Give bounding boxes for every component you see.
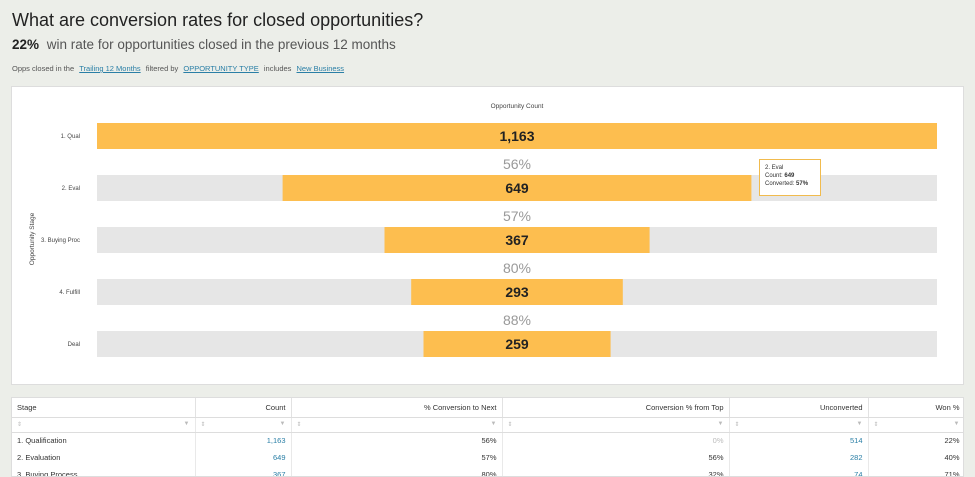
- stage-tick-label: 3. Buying Proc: [41, 238, 80, 244]
- win-rate: 22%: [12, 37, 40, 52]
- cell-stage: 2. Evaluation: [12, 449, 196, 466]
- funnel-bar: [423, 331, 611, 357]
- conversion-table: Stage Count % Conversion to Next Convers…: [12, 398, 963, 476]
- col-header-count[interactable]: Count: [195, 398, 292, 418]
- conversion-label: 88%: [503, 312, 531, 328]
- filter-bar: Opps closed in the Trailing 12 Months fi…: [12, 64, 347, 73]
- subtitle-text: win rate for opportunities closed in the…: [46, 37, 396, 52]
- filter-icon[interactable]: ▼: [856, 421, 863, 427]
- col-header-unconverted[interactable]: Unconverted: [729, 398, 869, 418]
- filter-cell[interactable]: ⇕ ▼: [502, 417, 730, 433]
- filter-cell[interactable]: ⇕ ▼: [195, 417, 292, 433]
- conversion-label: 56%: [503, 156, 531, 172]
- col-header-stage[interactable]: Stage: [12, 398, 196, 418]
- filter-icon[interactable]: ▼: [183, 421, 190, 427]
- filter-cell[interactable]: ⇕ ▼: [868, 417, 963, 433]
- cell-conversion-next: 57%: [291, 449, 503, 466]
- includes-text: includes: [263, 64, 292, 73]
- cell-count-link[interactable]: 1,163: [195, 432, 292, 449]
- filter-cell[interactable]: ⇕ ▼: [12, 417, 196, 433]
- field-filter-link[interactable]: OPPORTUNITY TYPE: [183, 64, 259, 73]
- cell-conversion-next: 56%: [291, 432, 503, 449]
- page-subtitle: 22% win rate for opportunities closed in…: [12, 37, 396, 52]
- cell-unconverted-link[interactable]: 74: [729, 466, 869, 476]
- table-filter-row: ⇕ ▼ ⇕ ▼ ⇕ ▼ ⇕ ▼ ⇕ ▼ ⇕ ▼: [12, 417, 963, 433]
- table-row: 1. Qualification 1,163 56% 0% 514 22%: [12, 432, 963, 449]
- value-filter-link[interactable]: New Business: [296, 64, 345, 73]
- filter-icon[interactable]: ▼: [490, 421, 497, 427]
- table-row: 2. Evaluation 649 57% 56% 282 40%: [12, 449, 963, 466]
- filter-icon[interactable]: ▼: [279, 421, 286, 427]
- sort-icon[interactable]: ⇕: [200, 422, 206, 428]
- cell-conversion-next: 80%: [291, 466, 503, 476]
- filtered-by-text: filtered by: [145, 64, 179, 73]
- cell-won-pct: 40%: [868, 449, 963, 466]
- chart-title: Opportunity Count: [491, 103, 544, 110]
- bar-value-label: 1,163: [499, 128, 534, 144]
- cell-count-link[interactable]: 367: [195, 466, 292, 476]
- cell-count-link[interactable]: 649: [195, 449, 292, 466]
- col-header-won-pct[interactable]: Won %: [868, 398, 963, 418]
- conversion-label: 80%: [503, 260, 531, 276]
- sort-icon[interactable]: ⇕: [507, 422, 513, 428]
- funnel-chart-card: Opportunity Count Opportunity Stage 1,163 1…: [11, 86, 964, 385]
- filter-prefix: Opps closed in the: [12, 64, 75, 73]
- chart-tooltip: 2. Eval Count: 649 Converted: 57%: [759, 159, 821, 196]
- y-axis-label: Opportunity Stage: [29, 212, 36, 265]
- sort-icon[interactable]: ⇕: [17, 422, 23, 428]
- bar-value-label: 259: [505, 336, 529, 352]
- tooltip-count-label: Count:: [765, 173, 783, 179]
- col-header-conversion-top[interactable]: Conversion % from Top: [502, 398, 730, 418]
- tooltip-converted: 57%: [796, 181, 809, 187]
- funnel-bar: [384, 227, 650, 253]
- tooltip-converted-row: Converted: 57%: [765, 180, 815, 188]
- stage-tick-label: 4. Fulfill: [59, 290, 80, 296]
- cell-conversion-top: 0%: [502, 432, 730, 449]
- bar-value-label: 293: [505, 284, 529, 300]
- conversion-table-card: Stage Count % Conversion to Next Convers…: [11, 397, 964, 477]
- bar-value-label: 367: [505, 232, 529, 248]
- funnel-bar: [282, 175, 752, 201]
- tooltip-stage: 2. Eval: [765, 165, 784, 171]
- filter-icon[interactable]: ▼: [953, 421, 960, 427]
- cell-unconverted-link[interactable]: 514: [729, 432, 869, 449]
- sort-icon[interactable]: ⇕: [873, 422, 879, 428]
- filter-cell[interactable]: ⇕ ▼: [729, 417, 869, 433]
- cell-unconverted-link[interactable]: 282: [729, 449, 869, 466]
- funnel-chart: Opportunity Count Opportunity Stage 1,163 1…: [29, 103, 937, 357]
- filter-cell[interactable]: ⇕ ▼: [291, 417, 503, 433]
- stage-tick-label: 1. Qual: [61, 134, 80, 140]
- sort-icon[interactable]: ⇕: [734, 422, 740, 428]
- filter-icon[interactable]: ▼: [717, 421, 724, 427]
- bar-value-label: 649: [505, 180, 529, 196]
- tooltip-count: 649: [784, 173, 795, 179]
- cell-stage: 1. Qualification: [12, 432, 196, 449]
- conversion-label: 57%: [503, 208, 531, 224]
- cell-conversion-top: 32%: [502, 466, 730, 476]
- funnel-bar: [97, 123, 937, 149]
- page-title: What are conversion rates for closed opp…: [12, 10, 424, 30]
- period-filter-link[interactable]: Trailing 12 Months: [79, 64, 141, 73]
- col-header-conversion-next[interactable]: % Conversion to Next: [291, 398, 503, 418]
- cell-stage: 3. Buying Process: [12, 466, 196, 476]
- stage-tick-label: Deal: [68, 342, 80, 348]
- cell-won-pct: 22%: [868, 432, 963, 449]
- stage-tick-label: 2. Eval: [62, 186, 80, 192]
- tooltip-count-row: Count: 649: [765, 172, 815, 180]
- tooltip-converted-label: Converted:: [765, 181, 795, 187]
- funnel-bar: [411, 279, 623, 305]
- cell-won-pct: 71%: [868, 466, 963, 476]
- cell-conversion-top: 56%: [502, 449, 730, 466]
- table-row: 3. Buying Process 367 80% 32% 74 71%: [12, 466, 963, 476]
- sort-icon[interactable]: ⇕: [296, 422, 302, 428]
- table-header-row: Stage Count % Conversion to Next Convers…: [12, 398, 963, 418]
